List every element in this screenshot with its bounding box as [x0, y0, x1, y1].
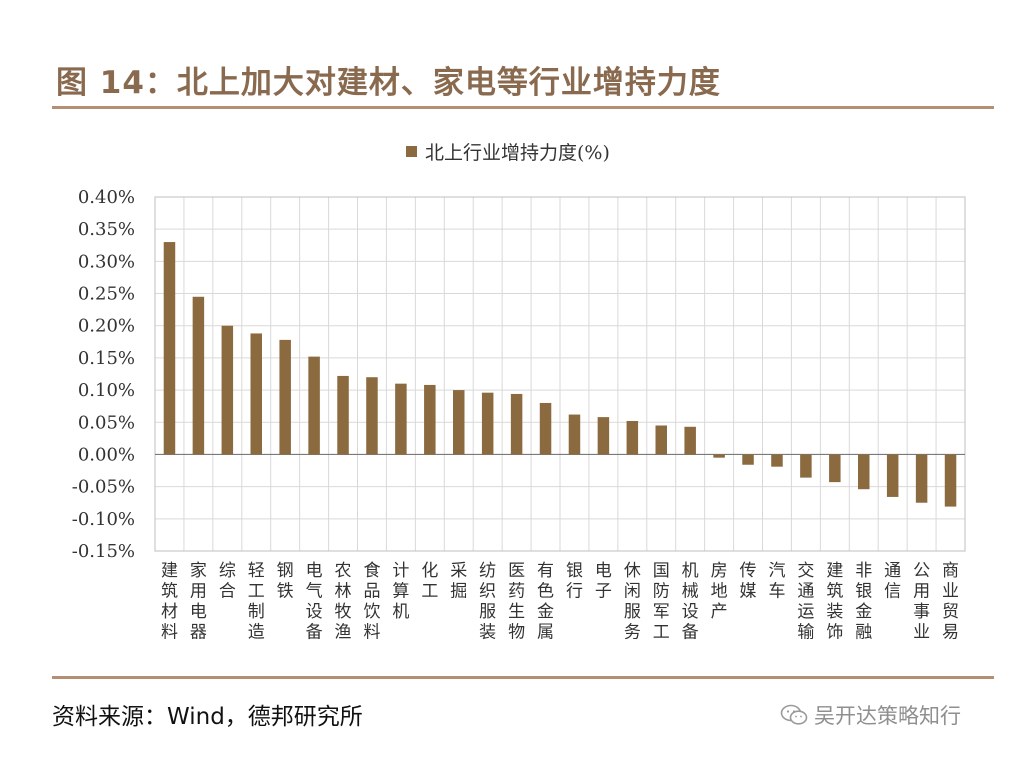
x-tick-label: 建筑材料 [161, 561, 178, 643]
bar [597, 417, 610, 455]
footer-divider [52, 676, 994, 679]
bar [424, 384, 436, 455]
bar [337, 375, 349, 455]
x-tick-label: 传媒 [740, 561, 757, 602]
y-tick-label: 0.30% [78, 251, 135, 272]
bar [163, 242, 176, 455]
x-tick-label: 休闲服务 [624, 561, 641, 643]
bar [366, 377, 378, 455]
bar [395, 383, 407, 455]
figure-title: 图 14：北上加大对建材、家电等行业增持力度 [56, 65, 721, 101]
bar [742, 454, 754, 465]
legend-swatch-square [406, 146, 417, 157]
bar [481, 392, 494, 455]
x-tick-label: 通信 [884, 561, 901, 602]
bar [713, 454, 725, 458]
bar [655, 425, 667, 455]
bar [829, 454, 841, 483]
x-tick-label: 钢铁 [277, 561, 294, 602]
bar [858, 454, 870, 490]
x-tick-label: 电气设备 [306, 561, 323, 643]
y-tick-label: 0.10% [78, 380, 135, 401]
x-tick-label: 国防军工 [653, 561, 670, 643]
bar [684, 426, 696, 455]
bar [453, 390, 465, 455]
x-tick-label: 机械设备 [682, 561, 699, 643]
bar [510, 393, 523, 455]
x-tick-label: 房地产 [711, 561, 728, 622]
wechat-icon [780, 704, 808, 725]
x-tick-label: 农林牧渔 [335, 561, 352, 643]
bar [886, 454, 899, 497]
y-tick-label: 0.20% [78, 316, 135, 337]
bar-chart: 0.40% 0.35% 0.30% 0.25% 0.20% 0.15% 0.10% 0.05%… [72, 187, 966, 643]
watermark-text: 吴开达策略知行 [814, 704, 961, 728]
x-tick-label: 采掘 [450, 561, 467, 602]
bar [308, 356, 320, 455]
x-tick-label: 电子 [595, 561, 612, 602]
y-tick-label: -0.15% [72, 541, 135, 562]
bar [221, 325, 234, 455]
y-tick-label: -0.05% [72, 477, 135, 498]
title-divider [52, 106, 994, 109]
x-tick-label: 交通运输 [797, 561, 814, 643]
y-tick-label: 0.00% [78, 444, 135, 465]
x-tick-label: 银行 [566, 561, 583, 602]
bar [915, 454, 928, 503]
x-tick-label: 医药生物 [508, 561, 525, 643]
chart-legend: 北上行业增持力度(%) [406, 138, 610, 165]
x-tick-label: 纺织服装 [479, 561, 496, 643]
bar [250, 333, 262, 455]
bar [771, 454, 783, 467]
bar [800, 454, 812, 478]
y-tick-label: 0.15% [78, 348, 135, 369]
x-tick-label: 非银金融 [855, 561, 872, 643]
y-tick-label: 0.05% [78, 412, 135, 433]
x-tick-label: 商业贸易 [942, 561, 959, 643]
plot-border [154, 196, 966, 552]
y-tick-label: 0.40% [78, 187, 135, 208]
x-tick-label: 有色金属 [537, 561, 554, 643]
bar [568, 414, 581, 455]
x-tick-label: 计算机 [392, 561, 409, 622]
watermark: 吴开达策略知行 [780, 700, 961, 730]
x-tick-label: 食品饮料 [363, 561, 380, 643]
x-tick-label: 化工 [421, 561, 438, 602]
x-tick-label: 家用电器 [190, 561, 207, 643]
bar [626, 420, 639, 455]
x-tick-label: 公用事业 [913, 561, 930, 643]
x-tick-label: 综合 [219, 561, 236, 602]
legend-label: 北上行业增持力度(%) [425, 142, 610, 164]
bar [944, 454, 957, 507]
x-tick-label: 建筑装饰 [826, 561, 843, 643]
y-tick-label: 0.35% [78, 219, 135, 240]
bar [539, 402, 552, 455]
bar [279, 339, 291, 455]
x-tick-label: 汽车 [768, 561, 785, 602]
y-tick-label: -0.10% [72, 509, 135, 530]
bar [192, 296, 205, 455]
source-note: 资料来源：Wind，德邦研究所 [52, 704, 363, 730]
y-tick-label: 0.25% [78, 284, 135, 305]
x-tick-label: 轻工制造 [248, 561, 265, 643]
